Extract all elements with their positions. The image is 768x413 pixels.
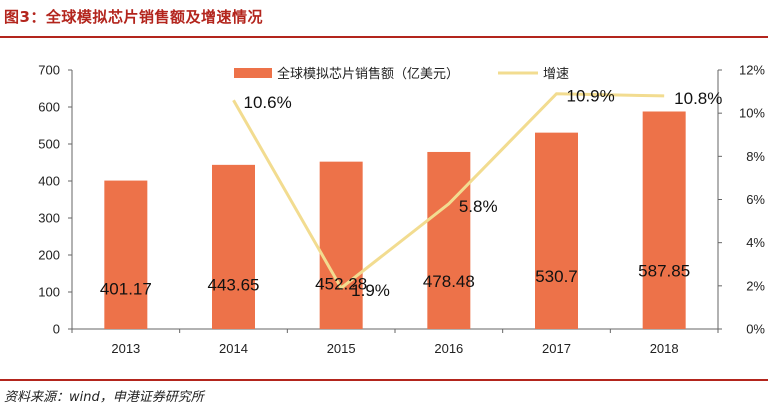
x-tick-label: 2013	[111, 341, 140, 356]
left-tick-label: 700	[38, 63, 60, 78]
right-tick-label: 2%	[746, 278, 765, 293]
left-tick-label: 300	[38, 211, 60, 226]
right-tick-label: 4%	[746, 235, 765, 250]
legend-bar-swatch	[234, 68, 272, 78]
right-tick-label: 6%	[746, 192, 765, 207]
bar-series	[104, 111, 686, 329]
bar-2018	[642, 111, 686, 329]
plot-area	[71, 70, 719, 330]
bar-value-label: 587.85	[638, 261, 690, 280]
left-tick-label: 100	[38, 285, 60, 300]
title-rule	[0, 36, 768, 38]
left-tick-label: 200	[38, 248, 60, 263]
legend: 全球模拟芯片销售额（亿美元） 增速	[234, 66, 569, 82]
left-tick-label: 600	[38, 100, 60, 115]
x-axis-ticks: 2013 2014 2015 2016 2017 2018	[71, 329, 719, 356]
bar-value-label: 478.48	[423, 272, 475, 291]
bar-2016	[427, 151, 471, 329]
left-tick-label: 500	[38, 137, 60, 152]
growth-value-label: 10.9%	[567, 87, 615, 106]
source-rule	[0, 379, 768, 381]
x-tick-label: 2016	[434, 341, 463, 356]
source-note: 资料来源：wind，申港证券研究所	[4, 390, 204, 405]
x-tick-label: 2017	[542, 341, 571, 356]
bar-2015	[319, 161, 363, 329]
growth-value-label: 1.9%	[351, 281, 390, 300]
legend-line-label: 增速	[543, 67, 569, 82]
left-axis-ticks: 0 100 200 300 400 500 600 700	[38, 63, 72, 337]
x-tick-label: 2015	[327, 341, 356, 356]
growth-value-label: 10.8%	[674, 89, 722, 108]
growth-value-label: 5.8%	[459, 197, 498, 216]
right-tick-label: 12%	[739, 63, 765, 78]
bar-value-label: 530.7	[535, 267, 578, 286]
line-data-labels: 10.6% 1.9% 5.8% 10.9% 10.8%	[244, 87, 723, 300]
bar-value-label: 401.17	[100, 279, 152, 298]
bar-value-label: 443.65	[208, 275, 260, 294]
line-series	[232, 92, 665, 291]
bar-2017	[535, 132, 578, 329]
right-tick-label: 8%	[746, 149, 765, 164]
figure-title: 图3：全球模拟芯片销售额及增速情况	[4, 8, 263, 26]
growth-value-label: 10.6%	[244, 93, 292, 112]
right-tick-label: 10%	[739, 106, 765, 121]
right-axis-ticks: 0% 2% 4% 6% 8% 10% 12%	[718, 63, 765, 337]
left-tick-label: 0	[53, 322, 60, 337]
bar-2013	[104, 180, 148, 329]
legend-bar-label: 全球模拟芯片销售额（亿美元）	[277, 66, 459, 82]
left-tick-label: 400	[38, 174, 60, 189]
x-tick-label: 2014	[219, 341, 248, 356]
bar-2014	[212, 164, 255, 329]
right-tick-label: 0%	[746, 322, 765, 337]
x-tick-label: 2018	[650, 341, 679, 356]
bar-data-labels: 401.17 443.65 452.28 478.48 530.7 587.85	[100, 261, 690, 298]
bar-value-label: 452.28	[315, 274, 367, 293]
